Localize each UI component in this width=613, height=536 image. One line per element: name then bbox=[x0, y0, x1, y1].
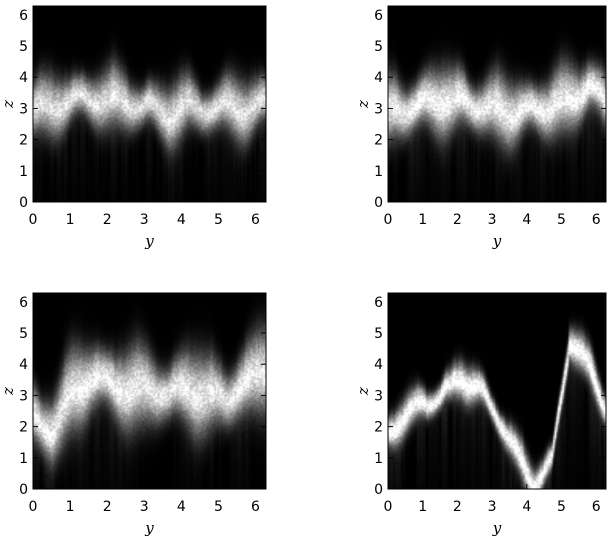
x-tick-label: 1 bbox=[418, 212, 427, 228]
x-tick-label: 6 bbox=[251, 499, 260, 515]
heatmap-image bbox=[388, 293, 606, 489]
y-tick-label: 0 bbox=[374, 482, 383, 498]
y-tick-label: 6 bbox=[374, 295, 383, 311]
y-tick-label: 5 bbox=[19, 326, 28, 342]
heatmap-image bbox=[388, 6, 606, 202]
x-tick-label: 1 bbox=[66, 499, 75, 515]
y-tick-label: 2 bbox=[19, 133, 28, 149]
plot-frame bbox=[32, 292, 267, 490]
x-tick-label: 2 bbox=[103, 499, 112, 515]
x-tick-label: 5 bbox=[214, 212, 223, 228]
plot-frame bbox=[32, 5, 267, 203]
y-axis-label: z bbox=[0, 100, 17, 109]
x-tick-label: 4 bbox=[522, 212, 531, 228]
x-tick-label: 3 bbox=[488, 212, 497, 228]
y-tick-label: 1 bbox=[374, 164, 383, 180]
y-tick-label: 6 bbox=[19, 295, 28, 311]
x-tick-label: 3 bbox=[488, 499, 497, 515]
y-axis-label: z bbox=[354, 100, 372, 109]
plot-frame bbox=[387, 5, 607, 203]
panel-3: 0 1 2 3 4 5 6 0 1 2 3 4 5 6 y z bbox=[0, 292, 267, 536]
y-tick-label: 4 bbox=[19, 70, 28, 86]
x-tick-label: 0 bbox=[29, 212, 38, 228]
x-tick-label: 5 bbox=[214, 499, 223, 515]
y-tick-label: 5 bbox=[374, 326, 383, 342]
y-tick-label: 3 bbox=[374, 388, 383, 404]
x-tick-label: 2 bbox=[453, 499, 462, 515]
plot-frame bbox=[387, 292, 607, 490]
y-tick-label: 2 bbox=[374, 420, 383, 436]
x-tick-label: 1 bbox=[418, 499, 427, 515]
heatmap-image bbox=[33, 293, 266, 489]
x-tick-label: 2 bbox=[453, 212, 462, 228]
y-tick-label: 5 bbox=[19, 39, 28, 55]
x-tick-label: 0 bbox=[384, 212, 393, 228]
x-axis-label: y bbox=[144, 519, 154, 536]
panel-4: 0 1 2 3 4 5 6 0 1 2 3 4 5 6 y z bbox=[354, 292, 607, 536]
y-axis-label: z bbox=[0, 387, 17, 396]
panel-1: 0 1 2 3 4 5 6 0 1 2 3 4 5 6 y z bbox=[0, 5, 267, 250]
x-tick-label: 0 bbox=[384, 499, 393, 515]
y-tick-label: 3 bbox=[374, 101, 383, 117]
x-tick-label: 5 bbox=[557, 499, 566, 515]
y-tick-label: 4 bbox=[19, 357, 28, 373]
y-tick-label: 3 bbox=[19, 388, 28, 404]
y-tick-label: 3 bbox=[19, 101, 28, 117]
y-tick-label: 0 bbox=[19, 482, 28, 498]
y-tick-label: 4 bbox=[374, 70, 383, 86]
y-tick-label: 2 bbox=[19, 420, 28, 436]
y-tick-label: 5 bbox=[374, 39, 383, 55]
x-tick-label: 6 bbox=[251, 212, 260, 228]
y-axis-label: z bbox=[354, 387, 372, 396]
x-axis-label: y bbox=[492, 232, 502, 250]
x-tick-label: 1 bbox=[66, 212, 75, 228]
x-tick-label: 4 bbox=[177, 212, 186, 228]
x-tick-label: 3 bbox=[140, 499, 149, 515]
y-tick-label: 1 bbox=[19, 451, 28, 467]
panel-2: 0 1 2 3 4 5 6 0 1 2 3 4 5 6 y z bbox=[354, 5, 607, 250]
y-tick-label: 1 bbox=[19, 164, 28, 180]
y-tick-label: 1 bbox=[374, 451, 383, 467]
heatmap-image bbox=[33, 6, 266, 202]
y-tick-label: 6 bbox=[374, 8, 383, 24]
x-axis-label: y bbox=[492, 519, 502, 536]
x-tick-label: 3 bbox=[140, 212, 149, 228]
x-tick-label: 5 bbox=[557, 212, 566, 228]
x-tick-label: 2 bbox=[103, 212, 112, 228]
x-tick-label: 4 bbox=[522, 499, 531, 515]
y-tick-label: 4 bbox=[374, 357, 383, 373]
x-tick-label: 6 bbox=[592, 499, 601, 515]
y-tick-label: 6 bbox=[19, 8, 28, 24]
x-tick-label: 4 bbox=[177, 499, 186, 515]
y-tick-label: 0 bbox=[19, 195, 28, 211]
x-tick-label: 6 bbox=[592, 212, 601, 228]
y-tick-label: 0 bbox=[374, 195, 383, 211]
x-axis-label: y bbox=[144, 232, 154, 250]
x-tick-label: 0 bbox=[29, 499, 38, 515]
y-tick-label: 2 bbox=[374, 133, 383, 149]
